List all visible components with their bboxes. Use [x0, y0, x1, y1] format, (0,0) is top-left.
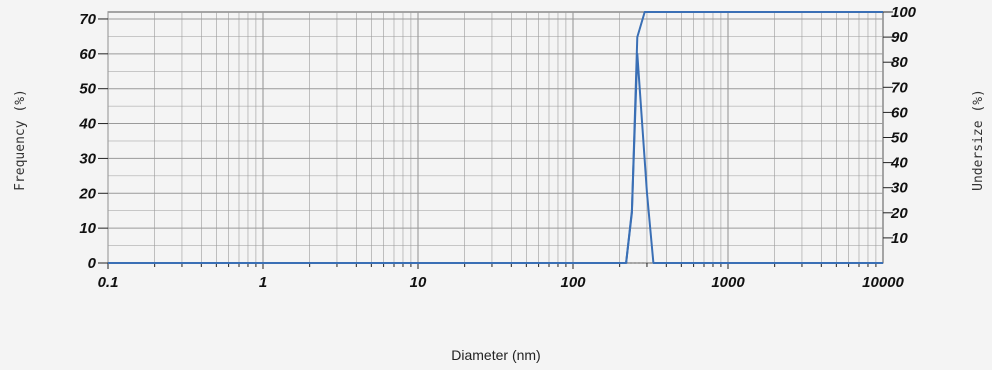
y-axis-title-right: Undersize (%) — [971, 89, 986, 191]
x-tick-label: 1 — [259, 274, 267, 291]
y-tick-label-left: 70 — [79, 11, 96, 28]
y-tick-label-left: 30 — [79, 150, 96, 167]
y-tick-label-right: 80 — [891, 54, 908, 71]
series-layer — [108, 11, 883, 264]
y-tick-label-right: 60 — [891, 104, 908, 121]
y-axis-title-left: Frequency (%) — [13, 89, 28, 191]
y-tick-label-right: 40 — [890, 155, 908, 172]
y-tick-label-left: 60 — [79, 46, 96, 63]
y-tick-label-left: 10 — [79, 220, 96, 237]
y-tick-label-left: 40 — [78, 116, 96, 133]
grid-lines — [107, 11, 884, 269]
y-tick-label-left: 50 — [79, 81, 96, 98]
x-tick-label: 0.1 — [98, 274, 119, 291]
y-tick-label-left: 20 — [78, 185, 96, 202]
x-tick-label: 100 — [560, 274, 586, 291]
x-tick-label: 10000 — [862, 274, 904, 291]
plot-frame — [107, 11, 884, 264]
x-axis-title: Diameter (nm) — [451, 347, 540, 363]
x-tick-label: 10 — [410, 274, 427, 291]
tick-labels: 0.1 1 10 100 1000 10000 0 10 20 30 40 50 60 70 10 20 30 4… — [78, 4, 916, 291]
y-tick-label-right: 50 — [891, 130, 908, 147]
y-tick-label-right: 70 — [891, 79, 908, 96]
undersize-cumulative-line — [108, 11, 883, 264]
y-tick-label-right: 90 — [891, 29, 908, 46]
x-tick-label: 1000 — [711, 274, 745, 291]
y-tick-label-right: 10 — [891, 230, 908, 247]
y-tick-label-right: 30 — [891, 180, 908, 197]
y-tick-label-right: 100 — [891, 4, 917, 21]
y-tick-label-left: 0 — [88, 255, 97, 272]
y-tick-label-right: 20 — [890, 205, 908, 222]
